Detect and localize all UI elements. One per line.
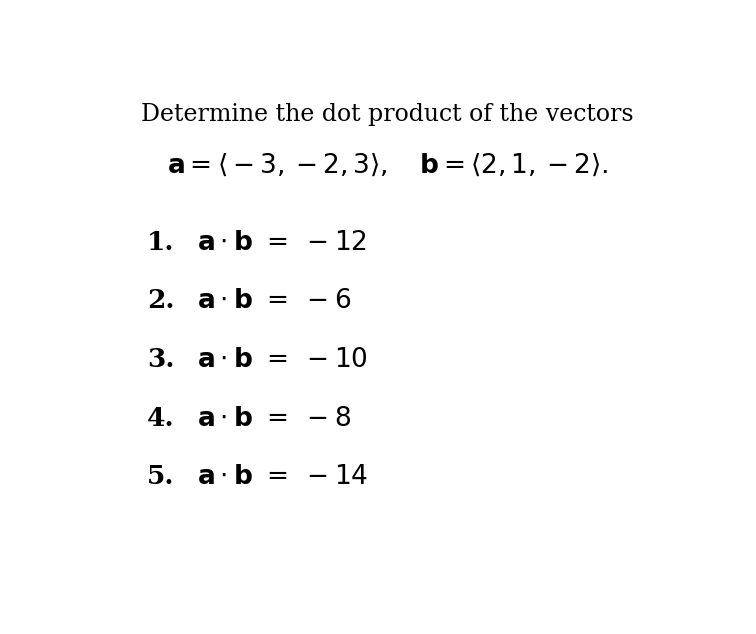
Text: $\mathbf{a} \cdot \mathbf{b} \ = \ -14$: $\mathbf{a} \cdot \mathbf{b} \ = \ -14$ [197, 464, 368, 489]
Text: $\mathbf{a} \cdot \mathbf{b} \ = \ -8$: $\mathbf{a} \cdot \mathbf{b} \ = \ -8$ [197, 406, 352, 430]
Text: 2.: 2. [147, 288, 175, 313]
Text: $\mathbf{a} \cdot \mathbf{b} \ = \ -10$: $\mathbf{a} \cdot \mathbf{b} \ = \ -10$ [197, 347, 368, 372]
Text: 5.: 5. [147, 464, 175, 489]
Text: 4.: 4. [147, 406, 175, 430]
Text: $\mathbf{a} \cdot \mathbf{b} \ = \ -6$: $\mathbf{a} \cdot \mathbf{b} \ = \ -6$ [197, 288, 352, 313]
Text: $\mathbf{a} \cdot \mathbf{b} \ = \ -12$: $\mathbf{a} \cdot \mathbf{b} \ = \ -12$ [197, 230, 367, 255]
Text: $\mathbf{a} = \langle -3,-2,3\rangle, \quad \mathbf{b} = \langle 2,1,-2\rangle.$: $\mathbf{a} = \langle -3,-2,3\rangle, \q… [167, 152, 608, 178]
Text: 3.: 3. [147, 347, 175, 372]
Text: 1.: 1. [147, 230, 175, 255]
Text: Determine the dot product of the vectors: Determine the dot product of the vectors [141, 103, 634, 126]
